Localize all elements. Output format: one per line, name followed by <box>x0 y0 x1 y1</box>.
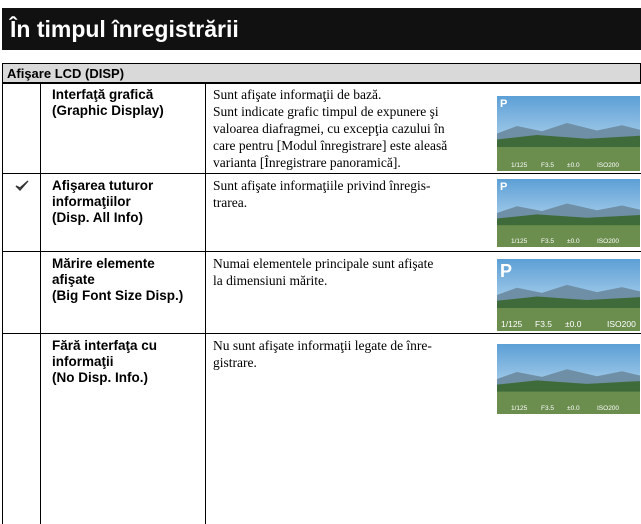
table-row: Interfaţă grafică (Graphic Display) Sunt a… <box>2 82 641 174</box>
screen-preview: 1/125 F3.5 ±0.0 ISO200 <box>497 344 640 414</box>
readout: ±0.0 <box>567 162 580 169</box>
screen-preview: P 1/125 F3.5 ±0.0 ISO200 <box>497 179 640 247</box>
label-line: (Graphic Display) <box>52 103 164 118</box>
cell-border <box>40 334 41 524</box>
label-line: (Big Font Size Disp.) <box>52 288 184 303</box>
option-label: Interfaţă grafică (Graphic Display) <box>52 87 164 119</box>
option-label: Afişarea tuturor informaţiilor (Disp. All … <box>52 178 153 226</box>
readout: ISO200 <box>607 319 636 329</box>
readout: F3.5 <box>535 319 552 329</box>
readout: ISO200 <box>597 405 619 412</box>
label-line: afişate <box>52 272 95 287</box>
description-line: varianta [Înregistrare panoramică]. <box>213 155 401 170</box>
readout: 1/125 <box>511 405 528 412</box>
table-row: Afişarea tuturor informaţiilor (Disp. All … <box>2 173 641 252</box>
label-line: informaţiilor <box>52 194 131 209</box>
cell-border <box>2 252 3 334</box>
description-line: Sunt indicate grafic timpul de expunere … <box>213 104 439 119</box>
cell-border <box>205 252 206 334</box>
description-line: Numai elementele principale sunt afişate <box>213 256 434 271</box>
readout: F3.5 <box>541 238 554 245</box>
readout: 1/125 <box>511 162 528 169</box>
grass <box>497 391 640 414</box>
section-title: Afişare LCD (DISP) <box>7 66 125 81</box>
option-description: Sunt afişate informaţiile privind înregi… <box>213 177 430 211</box>
cell-border <box>40 174 41 252</box>
description-line: Nu sunt afişate informaţii legate de înr… <box>213 338 432 353</box>
description-line: gistrare. <box>213 355 257 370</box>
description-line: valoarea diafragmei, cu excepţia cazului… <box>213 121 445 136</box>
label-line: Afişarea tuturor <box>52 178 154 193</box>
readout: F3.5 <box>541 405 554 412</box>
cell-border <box>205 83 206 174</box>
page-title: În timpul înregistrării <box>10 16 239 42</box>
check-mark <box>15 180 29 191</box>
description-line: trarea. <box>213 195 248 210</box>
cell-border <box>40 83 41 174</box>
readout: 1/125 <box>501 319 523 329</box>
option-description: Sunt afişate informaţii de bază. Sunt ind… <box>213 86 447 171</box>
screen-preview: P 1/125 F3.5 ±0.0 ISO200 <box>497 96 640 171</box>
table-row: Fără interfaţa cu informaţii (No Disp. Inf… <box>2 333 641 524</box>
label-line: Interfaţă grafică <box>52 87 154 102</box>
check-icon <box>15 180 29 191</box>
grass <box>497 307 640 331</box>
grass <box>497 147 640 171</box>
readout: ±0.0 <box>565 319 582 329</box>
readout: ISO200 <box>597 238 619 245</box>
section-header: Afişare LCD (DISP) <box>2 63 641 84</box>
mode-indicator: P <box>500 261 512 281</box>
description-line: la dimensiuni mărite. <box>213 273 328 288</box>
readout: 1/125 <box>511 238 528 245</box>
table-row: Mărire elemente afişate (Big Font Size Dis… <box>2 251 641 334</box>
cell-border <box>205 174 206 252</box>
label-line: (No Disp. Info.) <box>52 370 148 385</box>
label-line: informaţii <box>52 354 114 369</box>
option-description: Nu sunt afişate informaţii legate de înr… <box>213 337 432 371</box>
grass <box>497 225 640 247</box>
cell-border <box>40 252 41 334</box>
option-label: Mărire elemente afişate (Big Font Size Dis… <box>52 256 183 304</box>
readout: ±0.0 <box>567 238 580 245</box>
label-line: Fără interfaţa cu <box>52 338 158 353</box>
readout: ±0.0 <box>567 405 580 412</box>
cell-border <box>2 174 3 252</box>
screen-preview: P 1/125 F3.5 ±0.0 ISO200 <box>497 259 640 331</box>
description-line: Sunt afişate informaţii de bază. <box>213 87 382 102</box>
description-line: Sunt afişate informaţiile privind înregi… <box>213 178 431 193</box>
label-line: (Disp. All Info) <box>52 210 143 225</box>
cell-border <box>205 334 206 524</box>
readout: ISO200 <box>597 162 619 169</box>
readout: F3.5 <box>541 162 554 169</box>
header-bar: În timpul înregistrării <box>2 8 641 50</box>
mode-indicator: P <box>500 181 507 193</box>
mode-indicator: P <box>500 98 507 110</box>
option-label: Fără interfaţa cu informaţii (No Disp. Inf… <box>52 338 157 386</box>
cell-border <box>2 83 3 174</box>
option-description: Numai elementele principale sunt afişate… <box>213 255 433 289</box>
description-line: care pentru [Modul înregistrare] este al… <box>213 138 448 153</box>
label-line: Mărire elemente <box>52 256 155 271</box>
cell-border <box>2 334 3 524</box>
